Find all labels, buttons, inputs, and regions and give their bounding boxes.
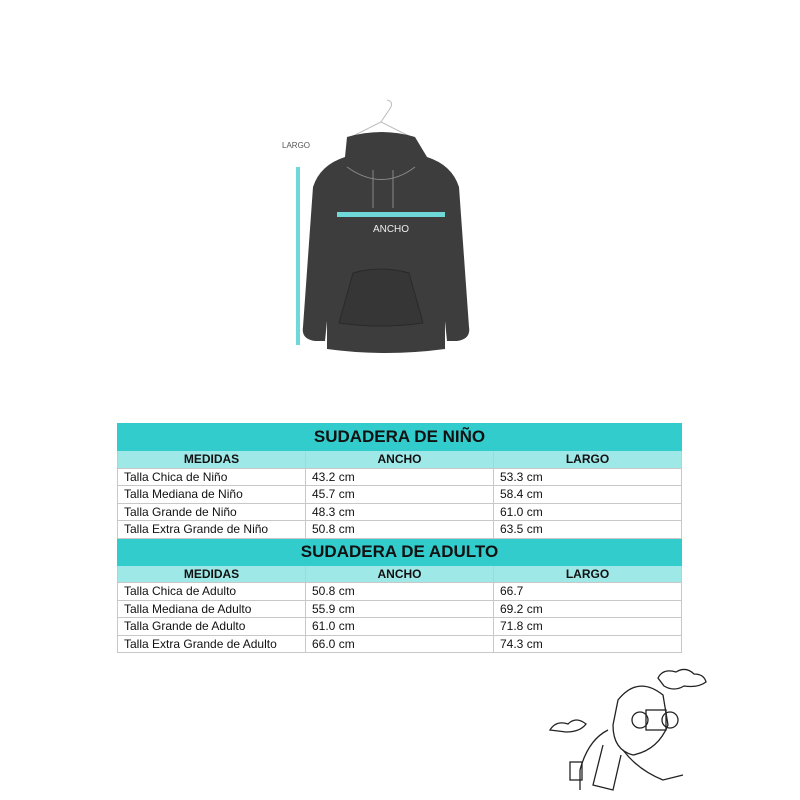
table-header-row: MEDIDAS ANCHO LARGO: [117, 450, 682, 469]
largo-line: [296, 167, 300, 345]
size-chart-table: SUDADERA DE NIÑO MEDIDAS ANCHO LARGO Talla C…: [117, 423, 682, 653]
table-row: Talla Mediana de Adulto 55.9 cm 69.2 cm: [117, 599, 682, 618]
table-cell: 66.7: [493, 582, 682, 601]
table-header-row: MEDIDAS ANCHO LARGO: [117, 564, 682, 583]
hoodie-size-diagram: ANCHO LARGO: [282, 99, 470, 353]
table-cell: 50.8 cm: [305, 520, 494, 539]
table-cell: 50.8 cm: [305, 582, 494, 601]
hoodie-shape: [302, 132, 470, 353]
table-cell: 66.0 cm: [305, 634, 494, 653]
hanger-icon: [350, 99, 412, 138]
table-cell: 48.3 cm: [305, 502, 494, 521]
table-cell: 69.2 cm: [493, 599, 682, 618]
column-header: MEDIDAS: [117, 450, 306, 469]
table-cell: 53.3 cm: [493, 467, 682, 486]
table-cell: 74.3 cm: [493, 634, 682, 653]
table-cell: Talla Chica de Adulto: [117, 582, 306, 601]
table-row: Talla Extra Grande de Adulto 66.0 cm 74.3 …: [117, 634, 682, 653]
ancho-line: [337, 212, 445, 217]
table-cell: 43.2 cm: [305, 467, 494, 486]
table-cell: 61.0 cm: [493, 502, 682, 521]
column-header: ANCHO: [305, 564, 494, 583]
column-header: ANCHO: [305, 450, 494, 469]
table-cell: 55.9 cm: [305, 599, 494, 618]
table-row: Talla Grande de Niño 48.3 cm 61.0 cm: [117, 502, 682, 521]
table-row: Talla Chica de Adulto 50.8 cm 66.7: [117, 582, 682, 601]
column-header: LARGO: [493, 564, 682, 583]
photographer-illustration-logo: [548, 668, 707, 791]
table-cell: Talla Extra Grande de Niño: [117, 520, 306, 539]
table-cell: 63.5 cm: [493, 520, 682, 539]
column-header: MEDIDAS: [117, 564, 306, 583]
table-row: Talla Mediana de Niño 45.7 cm 58.4 cm: [117, 485, 682, 504]
table-title-row: SUDADERA DE ADULTO: [117, 537, 682, 566]
table-cell: Talla Mediana de Adulto: [117, 599, 306, 618]
table-title: SUDADERA DE ADULTO: [117, 537, 682, 566]
table-cell: 61.0 cm: [305, 617, 494, 636]
ancho-label: ANCHO: [373, 224, 409, 235]
table-row: Talla Chica de Niño 43.2 cm 53.3 cm: [117, 467, 682, 486]
table-cell: 45.7 cm: [305, 485, 494, 504]
table-title: SUDADERA DE NIÑO: [117, 423, 682, 451]
table-cell: Talla Extra Grande de Adulto: [117, 634, 306, 653]
table-title-row: SUDADERA DE NIÑO: [117, 423, 682, 451]
table-row: Talla Extra Grande de Niño 50.8 cm 63.5 cm: [117, 520, 682, 539]
table-cell: 71.8 cm: [493, 617, 682, 636]
table-row: Talla Grande de Adulto 61.0 cm 71.8 cm: [117, 617, 682, 636]
table-cell: 58.4 cm: [493, 485, 682, 504]
table-cell: Talla Chica de Niño: [117, 467, 306, 486]
table-cell: Talla Grande de Niño: [117, 502, 306, 521]
largo-label: LARGO: [282, 141, 310, 150]
column-header: LARGO: [493, 450, 682, 469]
table-cell: Talla Grande de Adulto: [117, 617, 306, 636]
table-cell: Talla Mediana de Niño: [117, 485, 306, 504]
